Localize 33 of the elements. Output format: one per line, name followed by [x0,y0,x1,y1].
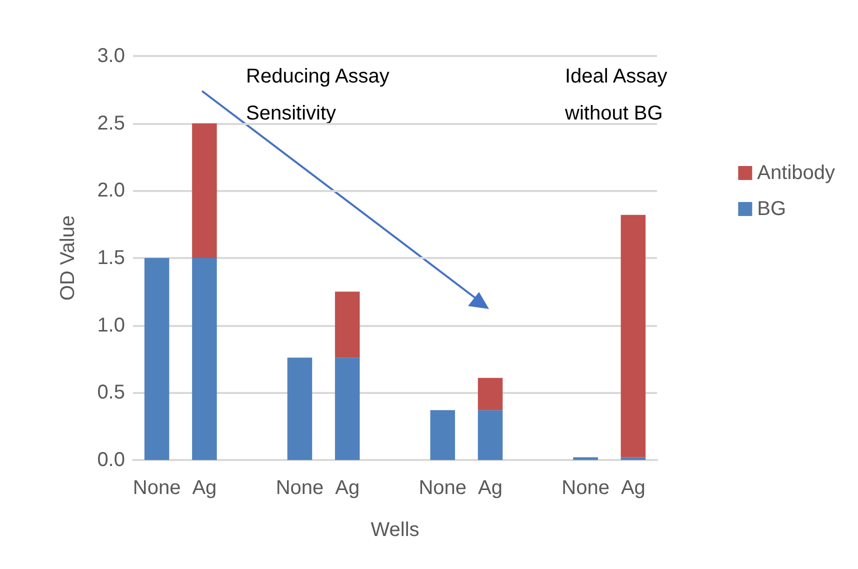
x-tick-label: None [276,477,324,499]
x-tick-label: Ag [478,477,503,499]
bar [334,292,360,358]
y-axis-title: OD Value [57,215,79,301]
annotation: Reducing Assay Sensitivity [246,66,390,124]
bar [192,123,217,258]
y-tick-label: 1.5 [97,247,125,269]
x-tick-label: Ag [335,477,360,499]
y-tick-label: 2.5 [97,112,125,134]
x-tick-label: None [418,477,467,499]
y-tick-label: 0.5 [97,382,125,404]
bar [430,410,456,460]
bar [620,214,646,458]
x-tick-label: Ag [192,477,217,499]
bar [478,378,503,410]
bar [573,457,598,460]
x-axis-title: Wells [370,519,420,541]
bar [334,358,360,460]
x-tick-label: None [562,477,610,499]
x-tick-label: Ag [620,477,646,499]
bar [287,358,312,460]
y-tick-label: 1.0 [97,314,125,336]
bar [478,410,503,460]
legend-label: BG [757,198,786,220]
annotation: Ideal Assay without BG [564,66,668,124]
y-tick-label: 3.0 [97,45,125,67]
legend-label: Antibody [757,162,836,184]
bar [620,457,646,460]
y-tick-label: 2.0 [97,180,125,202]
bar [144,258,170,460]
bar [192,258,217,460]
y-tick-label: 0.0 [97,449,125,471]
x-tick-label: None [132,477,181,499]
